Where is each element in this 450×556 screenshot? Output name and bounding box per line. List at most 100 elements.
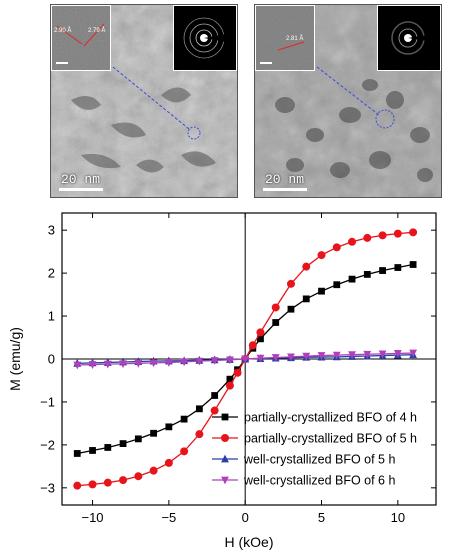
data-point-series-1 <box>348 275 356 283</box>
hrtem-inset-right: 2.81 Å <box>255 5 315 71</box>
legend-marker <box>221 434 229 442</box>
nanoparticles <box>275 79 433 182</box>
y-axis-label: M (emu/g) <box>7 327 23 391</box>
inset-scalebar <box>56 62 68 64</box>
x-tick-label: 0 <box>242 510 249 525</box>
tem-image-left: 2.90 Å 2.79 Å 20 nm <box>50 4 238 198</box>
data-point-series-2 <box>302 262 311 271</box>
data-point-series-1 <box>226 375 234 383</box>
inset-scalebar <box>260 62 272 64</box>
data-point-series-1 <box>363 271 371 278</box>
saed-inset-right <box>377 5 441 71</box>
hrtem-inset-left: 2.90 Å 2.79 Å <box>51 5 111 71</box>
legend-label: partially-crystallized BFO of 5 h <box>244 432 417 446</box>
data-point-series-1 <box>333 281 341 289</box>
y-tick-label: 1 <box>48 309 55 324</box>
legend-label: well-crystallized BFO of 5 h <box>243 453 395 467</box>
data-point-series-2 <box>233 368 242 377</box>
data-point-series-1 <box>180 415 188 423</box>
data-point-series-2 <box>332 243 341 252</box>
data-point-series-4 <box>241 355 250 364</box>
data-point-series-2 <box>73 481 82 490</box>
data-point-series-1 <box>211 392 219 399</box>
data-point-series-2 <box>256 328 265 337</box>
data-point-series-4 <box>195 357 204 366</box>
data-point-series-2 <box>225 381 234 390</box>
data-point-series-1 <box>394 264 402 271</box>
lattice-line <box>83 23 105 47</box>
lattice-line <box>56 25 83 45</box>
data-point-series-2 <box>164 458 173 467</box>
data-point-series-2 <box>363 233 372 242</box>
data-point-series-1 <box>119 440 127 447</box>
data-point-series-2 <box>409 228 418 237</box>
y-tick-label: 0 <box>48 352 55 367</box>
data-point-series-1 <box>134 435 142 443</box>
data-point-series-1 <box>73 450 81 457</box>
lattice-label: 2.81 Å <box>286 36 304 42</box>
data-point-series-2 <box>286 279 295 288</box>
saed-pattern-left <box>183 17 236 59</box>
nanorods <box>71 87 216 173</box>
legend-label: well-crystallized BFO of 6 h <box>243 474 395 488</box>
data-point-series-4 <box>317 352 326 360</box>
data-point-series-2 <box>348 237 357 246</box>
x-axis-label: H (kOe) <box>225 534 274 550</box>
beam-stop <box>408 33 440 43</box>
tem-image-right: 2.81 Å 20 nm <box>254 4 442 198</box>
data-point-series-4 <box>271 354 280 362</box>
data-point-series-4 <box>103 360 112 369</box>
lattice-line <box>277 41 305 51</box>
data-point-series-4 <box>409 349 418 358</box>
y-tick-label: −1 <box>40 394 55 409</box>
saed-pattern-right <box>391 21 440 55</box>
y-tick-label: −3 <box>40 480 55 495</box>
data-point-series-1 <box>165 423 173 431</box>
y-tick-label: 2 <box>48 266 55 281</box>
data-point-series-4 <box>256 354 265 363</box>
data-point-series-4 <box>210 357 219 365</box>
data-point-series-1 <box>287 305 295 313</box>
beam-stop <box>204 32 236 44</box>
scale-bar <box>59 188 103 191</box>
data-point-series-2 <box>210 406 219 415</box>
data-point-series-2 <box>119 476 128 485</box>
legend-label: partially-crystallized BFO of 4 h <box>244 411 417 425</box>
data-point-series-4 <box>73 361 82 370</box>
x-tick-label: −10 <box>81 510 103 525</box>
data-point-series-4 <box>363 350 372 359</box>
data-point-series-1 <box>318 287 325 295</box>
y-tick-label: 3 <box>48 223 55 238</box>
data-point-series-4 <box>149 359 158 368</box>
lattice-label: 2.79 Å <box>88 28 106 34</box>
data-point-series-4 <box>88 361 97 369</box>
legend-marker <box>221 413 229 421</box>
data-point-series-1 <box>257 335 264 343</box>
callout-left <box>112 66 201 140</box>
legend-marker <box>221 454 229 463</box>
data-point-series-4 <box>393 350 402 358</box>
data-point-series-2 <box>271 303 280 312</box>
data-point-series-4 <box>348 351 356 360</box>
scale-label: 20 nm <box>61 172 101 187</box>
data-point-series-2 <box>180 447 189 456</box>
x-tick-label: 10 <box>391 510 405 525</box>
data-point-series-4 <box>134 359 143 368</box>
data-point-series-2 <box>393 229 402 238</box>
scale-bar <box>263 188 307 191</box>
data-point-series-4 <box>332 351 341 360</box>
data-point-series-4 <box>180 358 189 367</box>
data-point-series-1 <box>409 261 417 268</box>
callout-right <box>316 66 395 129</box>
data-point-series-2 <box>248 341 257 350</box>
data-point-series-2 <box>378 231 387 240</box>
data-point-series-2 <box>134 472 143 481</box>
data-point-series-1 <box>195 405 203 413</box>
data-point-series-4 <box>226 356 234 365</box>
lattice-label: 2.90 Å <box>54 28 72 34</box>
data-point-series-1 <box>272 319 280 326</box>
data-point-series-4 <box>164 359 173 367</box>
y-tick-label: −2 <box>40 437 55 452</box>
x-tick-label: −5 <box>161 510 176 525</box>
